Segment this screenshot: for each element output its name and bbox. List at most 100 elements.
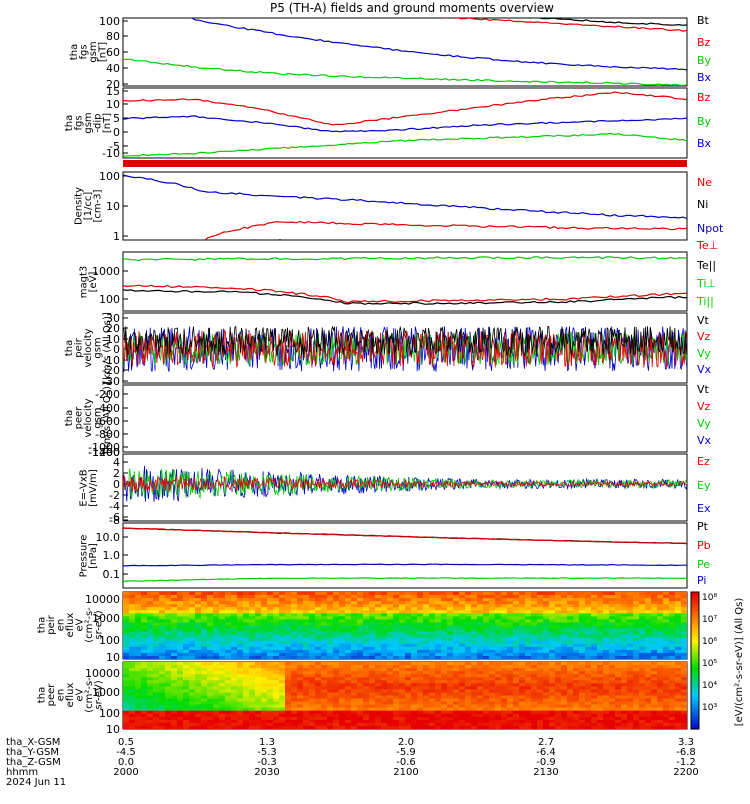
heatmap-cell [549, 637, 556, 642]
heatmap-cell [123, 692, 130, 697]
heatmap-cell [489, 622, 496, 627]
heatmap-cell [159, 692, 166, 697]
heatmap-cell [681, 643, 687, 648]
heatmap-cell [441, 662, 448, 666]
heatmap-cell [333, 698, 340, 703]
heatmap-cell [351, 716, 358, 721]
heatmap-cell [657, 686, 664, 690]
heatmap-cell [123, 665, 130, 669]
heatmap-cell [135, 610, 142, 614]
heatmap-cell [399, 613, 406, 617]
heatmap-cell [231, 674, 238, 678]
heatmap-cell [327, 640, 334, 645]
heatmap-cell [285, 595, 292, 599]
heatmap-cell [279, 640, 286, 645]
heatmap-cell [171, 622, 178, 627]
heatmap-cell [411, 637, 418, 642]
heatmap-cell [501, 719, 508, 724]
heatmap-cell [597, 695, 604, 700]
heatmap-cell [123, 646, 130, 651]
heatmap-cell [471, 716, 478, 721]
heatmap-cell [153, 695, 160, 700]
heatmap-cell [561, 677, 568, 681]
heatmap-cell [675, 710, 682, 715]
heatmap-cell [333, 592, 340, 596]
heatmap-cell [345, 677, 352, 681]
heatmap-cell [297, 595, 304, 599]
heatmap-cell [243, 677, 250, 681]
heatmap-cell [675, 634, 682, 639]
heatmap-cell [663, 637, 670, 642]
heatmap-cell [327, 671, 334, 675]
heatmap-cell [279, 634, 286, 639]
heatmap-cell [663, 598, 670, 602]
heatmap-cell [183, 601, 190, 605]
heatmap-cell [237, 619, 244, 623]
heatmap-cell [399, 701, 406, 706]
y-tick-label: 10 [106, 98, 120, 111]
heatmap-cell [669, 677, 676, 681]
heatmap-cell [567, 616, 574, 620]
heatmap-cell [207, 625, 214, 630]
heatmap-cell [489, 637, 496, 642]
heatmap-cell [285, 686, 292, 690]
heatmap-cell [321, 643, 328, 648]
heatmap-cell [225, 634, 232, 639]
heatmap-cell [471, 604, 478, 608]
heatmap-cell [207, 640, 214, 645]
heatmap-cell [195, 637, 202, 642]
heatmap-cell [369, 726, 376, 729]
heatmap-cell [531, 722, 538, 727]
heatmap-cell [381, 689, 388, 693]
heatmap-cell [351, 595, 358, 599]
heatmap-cell [141, 598, 148, 602]
heatmap-cell [333, 628, 340, 633]
heatmap-cell [129, 713, 136, 718]
heatmap-cell [393, 595, 400, 599]
heatmap-cell [339, 631, 346, 636]
heatmap-cell [405, 613, 412, 617]
heatmap-cell [279, 668, 286, 672]
heatmap-cell [303, 689, 310, 693]
heatmap-cell [309, 716, 316, 721]
heatmap-cell [417, 634, 424, 639]
heatmap-cell [675, 607, 682, 611]
heatmap-cell [273, 637, 280, 642]
heatmap-cell [225, 689, 232, 693]
heatmap-cell [369, 637, 376, 642]
heatmap-cell [405, 726, 412, 729]
heatmap-cell [291, 610, 298, 614]
heatmap-cell [213, 601, 220, 605]
heatmap-cell [651, 652, 658, 657]
heatmap-cell [225, 692, 232, 697]
heatmap-cell [681, 656, 687, 659]
heatmap-cell [519, 604, 526, 608]
heatmap-cell [303, 677, 310, 681]
heatmap-cell [237, 628, 244, 633]
heatmap-cell [345, 665, 352, 669]
heatmap-cell [585, 668, 592, 672]
heatmap-cell [525, 719, 532, 724]
colorbar-cell [691, 598, 699, 602]
heatmap-cell [207, 698, 214, 703]
heatmap-cell [489, 686, 496, 690]
heatmap-cell [315, 592, 322, 596]
heatmap-cell [411, 622, 418, 627]
heatmap-cell [549, 622, 556, 627]
heatmap-cell [255, 640, 262, 645]
heatmap-cell [429, 677, 436, 681]
heatmap-cell [255, 631, 262, 636]
heatmap-cell [375, 662, 382, 666]
legend-entry: Vt [697, 314, 710, 327]
heatmap-cell [621, 607, 628, 611]
heatmap-cell [579, 707, 586, 712]
heatmap-cell [165, 628, 172, 633]
heatmap-cell [465, 707, 472, 712]
heatmap-cell [399, 698, 406, 703]
legend-entry: Bz [697, 91, 711, 104]
heatmap-cell [201, 616, 208, 620]
heatmap-cell [381, 698, 388, 703]
heatmap-cell [483, 698, 490, 703]
heatmap-cell [429, 689, 436, 693]
heatmap-cell [309, 680, 316, 684]
